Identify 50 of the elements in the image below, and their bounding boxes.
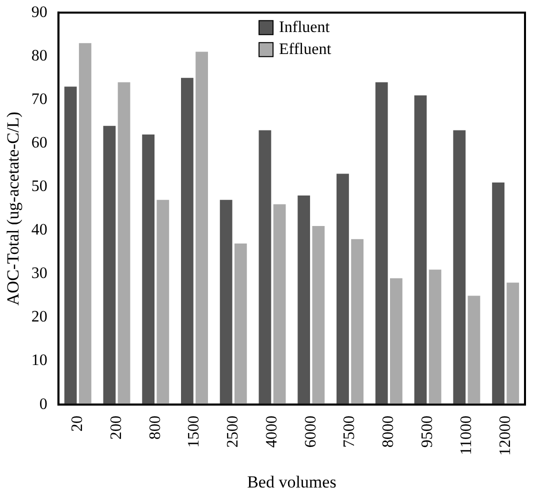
bar (468, 296, 480, 405)
y-tick-label: 40 (31, 222, 48, 239)
bar (64, 86, 77, 405)
y-tick-label: 60 (31, 134, 48, 152)
bar (234, 243, 247, 405)
x-tick-label: 12000 (496, 416, 514, 456)
bar (156, 200, 170, 405)
bar (142, 134, 155, 405)
x-tick-label: 800 (146, 416, 164, 440)
x-tick-label: 1500 (186, 416, 203, 448)
bar (78, 43, 92, 405)
x-tick-label: 7500 (341, 416, 358, 448)
y-tick-label: 90 (31, 4, 48, 21)
bar (390, 278, 402, 405)
x-tick-label: 20 (69, 416, 86, 432)
bar (336, 174, 349, 405)
bar (453, 130, 466, 405)
y-tick-label: 50 (31, 178, 48, 196)
bar (196, 52, 208, 405)
bar (220, 200, 232, 405)
bar (118, 82, 130, 405)
y-tick-label: 80 (31, 47, 48, 64)
bar (506, 282, 520, 405)
legend-label: Influent (279, 18, 330, 36)
bar (103, 126, 116, 405)
x-tick-label: 2500 (224, 416, 242, 448)
bar (492, 182, 504, 405)
x-tick-label: 4000 (263, 416, 280, 448)
bar (428, 270, 442, 405)
y-tick-label: 70 (31, 90, 48, 108)
bar (375, 82, 388, 405)
legend-label: Effluent (279, 40, 332, 58)
x-tick-label: 200 (108, 416, 125, 440)
bar (351, 239, 364, 405)
bar (312, 226, 325, 405)
y-tick-label: 0 (39, 396, 48, 413)
y-tick-label: 30 (31, 265, 48, 282)
bar (414, 95, 427, 405)
y-tick-label: 10 (31, 352, 48, 370)
x-axis-title: Bed volumes (247, 472, 336, 492)
x-tick-label: 6000 (302, 416, 320, 448)
y-axis-title: AOC-Total (ug-acetate-C/L) (4, 112, 23, 306)
x-tick-label: 9500 (418, 416, 436, 448)
bar (258, 130, 272, 405)
bar (298, 196, 310, 405)
x-tick-label: 11000 (458, 416, 475, 456)
y-tick-label: 20 (31, 308, 48, 326)
bar (181, 78, 194, 405)
bar (273, 204, 286, 405)
x-tick-label: 8000 (380, 416, 398, 448)
